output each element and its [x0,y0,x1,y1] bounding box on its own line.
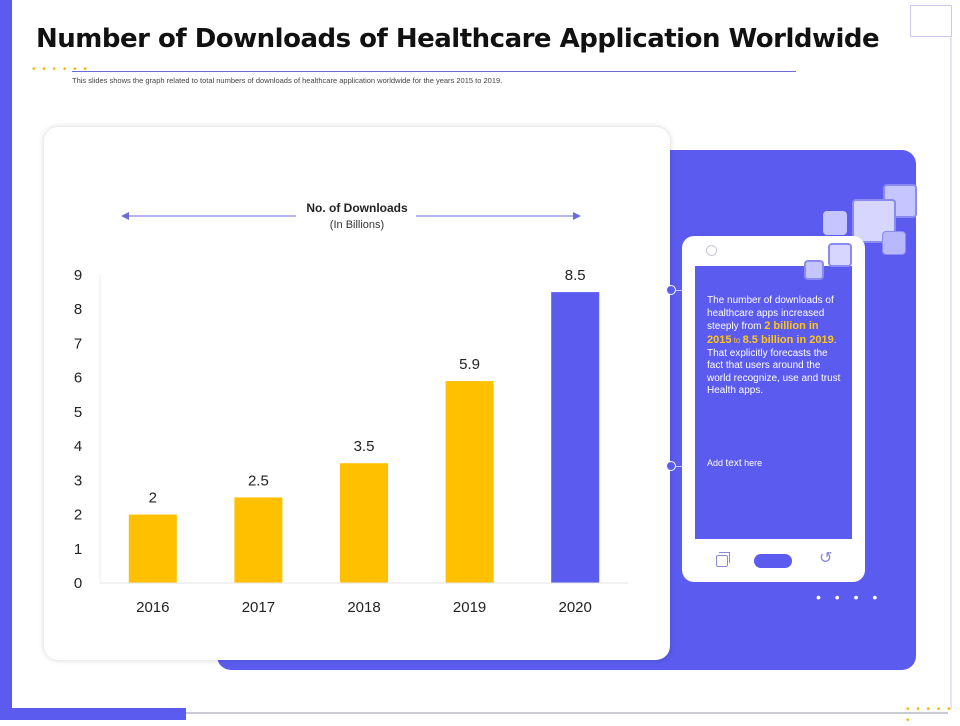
y-tick-label: 8 [74,301,82,318]
phone-back-icon: ↺ [819,550,833,567]
data-label-2016: 2 [149,490,157,507]
connector-dot [666,461,676,471]
phone-screen [695,266,852,539]
bars: 2 2016 2.5 2017 3.5 2018 5.9 2019 8.5 2020 [128,267,600,616]
right-divider [950,8,952,710]
slide-title: Number of Downloads of Healthcare Applic… [36,24,880,54]
bottom-divider [186,712,948,714]
chart-title: No. of Downloads [306,201,408,215]
data-label-2019: 5.9 [459,356,480,373]
phone-home-button [754,554,792,568]
y-tick-label: 2 [74,507,82,524]
left-accent-bar [0,0,12,720]
phone-camera [706,245,717,256]
bar-chart: No. of Downloads (In Billions) 0 1 2 3 4 5 6 7 8… [74,201,628,616]
y-tick-label: 9 [74,267,82,284]
y-axis: 0 1 2 3 4 5 6 7 8 9 [74,267,82,592]
x-tick-label: 2020 [559,599,592,616]
data-label-2017: 2.5 [248,472,269,489]
phone-mockup: ↺ [682,236,865,582]
add-text-placeholder[interactable]: Add text here [707,458,763,469]
x-tick-label: 2018 [347,599,380,616]
decor-square [828,243,852,267]
gold-dots-top: • • • • • • [32,64,89,75]
chart-subtitle: (In Billions) [330,219,384,231]
slide-subtitle: This slides shows the graph related to t… [72,76,503,85]
pagination-dots: • • • • [816,589,883,605]
x-tick-label: 2016 [136,599,169,616]
decor-square [804,260,824,280]
bottom-accent-bar [0,708,186,720]
x-tick-label: 2017 [242,599,275,616]
y-tick-label: 6 [74,370,82,387]
bar-2016 [128,514,177,583]
y-tick-label: 4 [74,438,82,455]
connector-dot [666,285,676,295]
title-underline [72,71,796,72]
data-label-2018: 3.5 [354,438,375,455]
gold-dots-bottom: • • • • • • [906,704,953,726]
y-tick-label: 0 [74,575,82,592]
chart-card: No. of Downloads (In Billions) 0 1 2 3 4 5 6 7 8… [44,127,670,660]
y-tick-label: 7 [74,335,82,352]
bar-2019 [445,381,494,583]
data-label-2020: 8.5 [565,267,586,284]
decor-square [823,211,847,235]
phone-description: The number of downloads of healthcare ap… [707,295,841,396]
bar-2020 [551,292,600,583]
x-tick-label: 2019 [453,599,486,616]
bar-2017 [234,497,283,583]
bar-2018 [340,463,388,583]
phone-recent-apps-icon [716,552,730,567]
decor-square [882,231,906,255]
corner-box [910,5,952,37]
y-tick-label: 5 [74,404,82,421]
y-tick-label: 1 [74,541,82,558]
y-tick-label: 3 [74,472,82,489]
